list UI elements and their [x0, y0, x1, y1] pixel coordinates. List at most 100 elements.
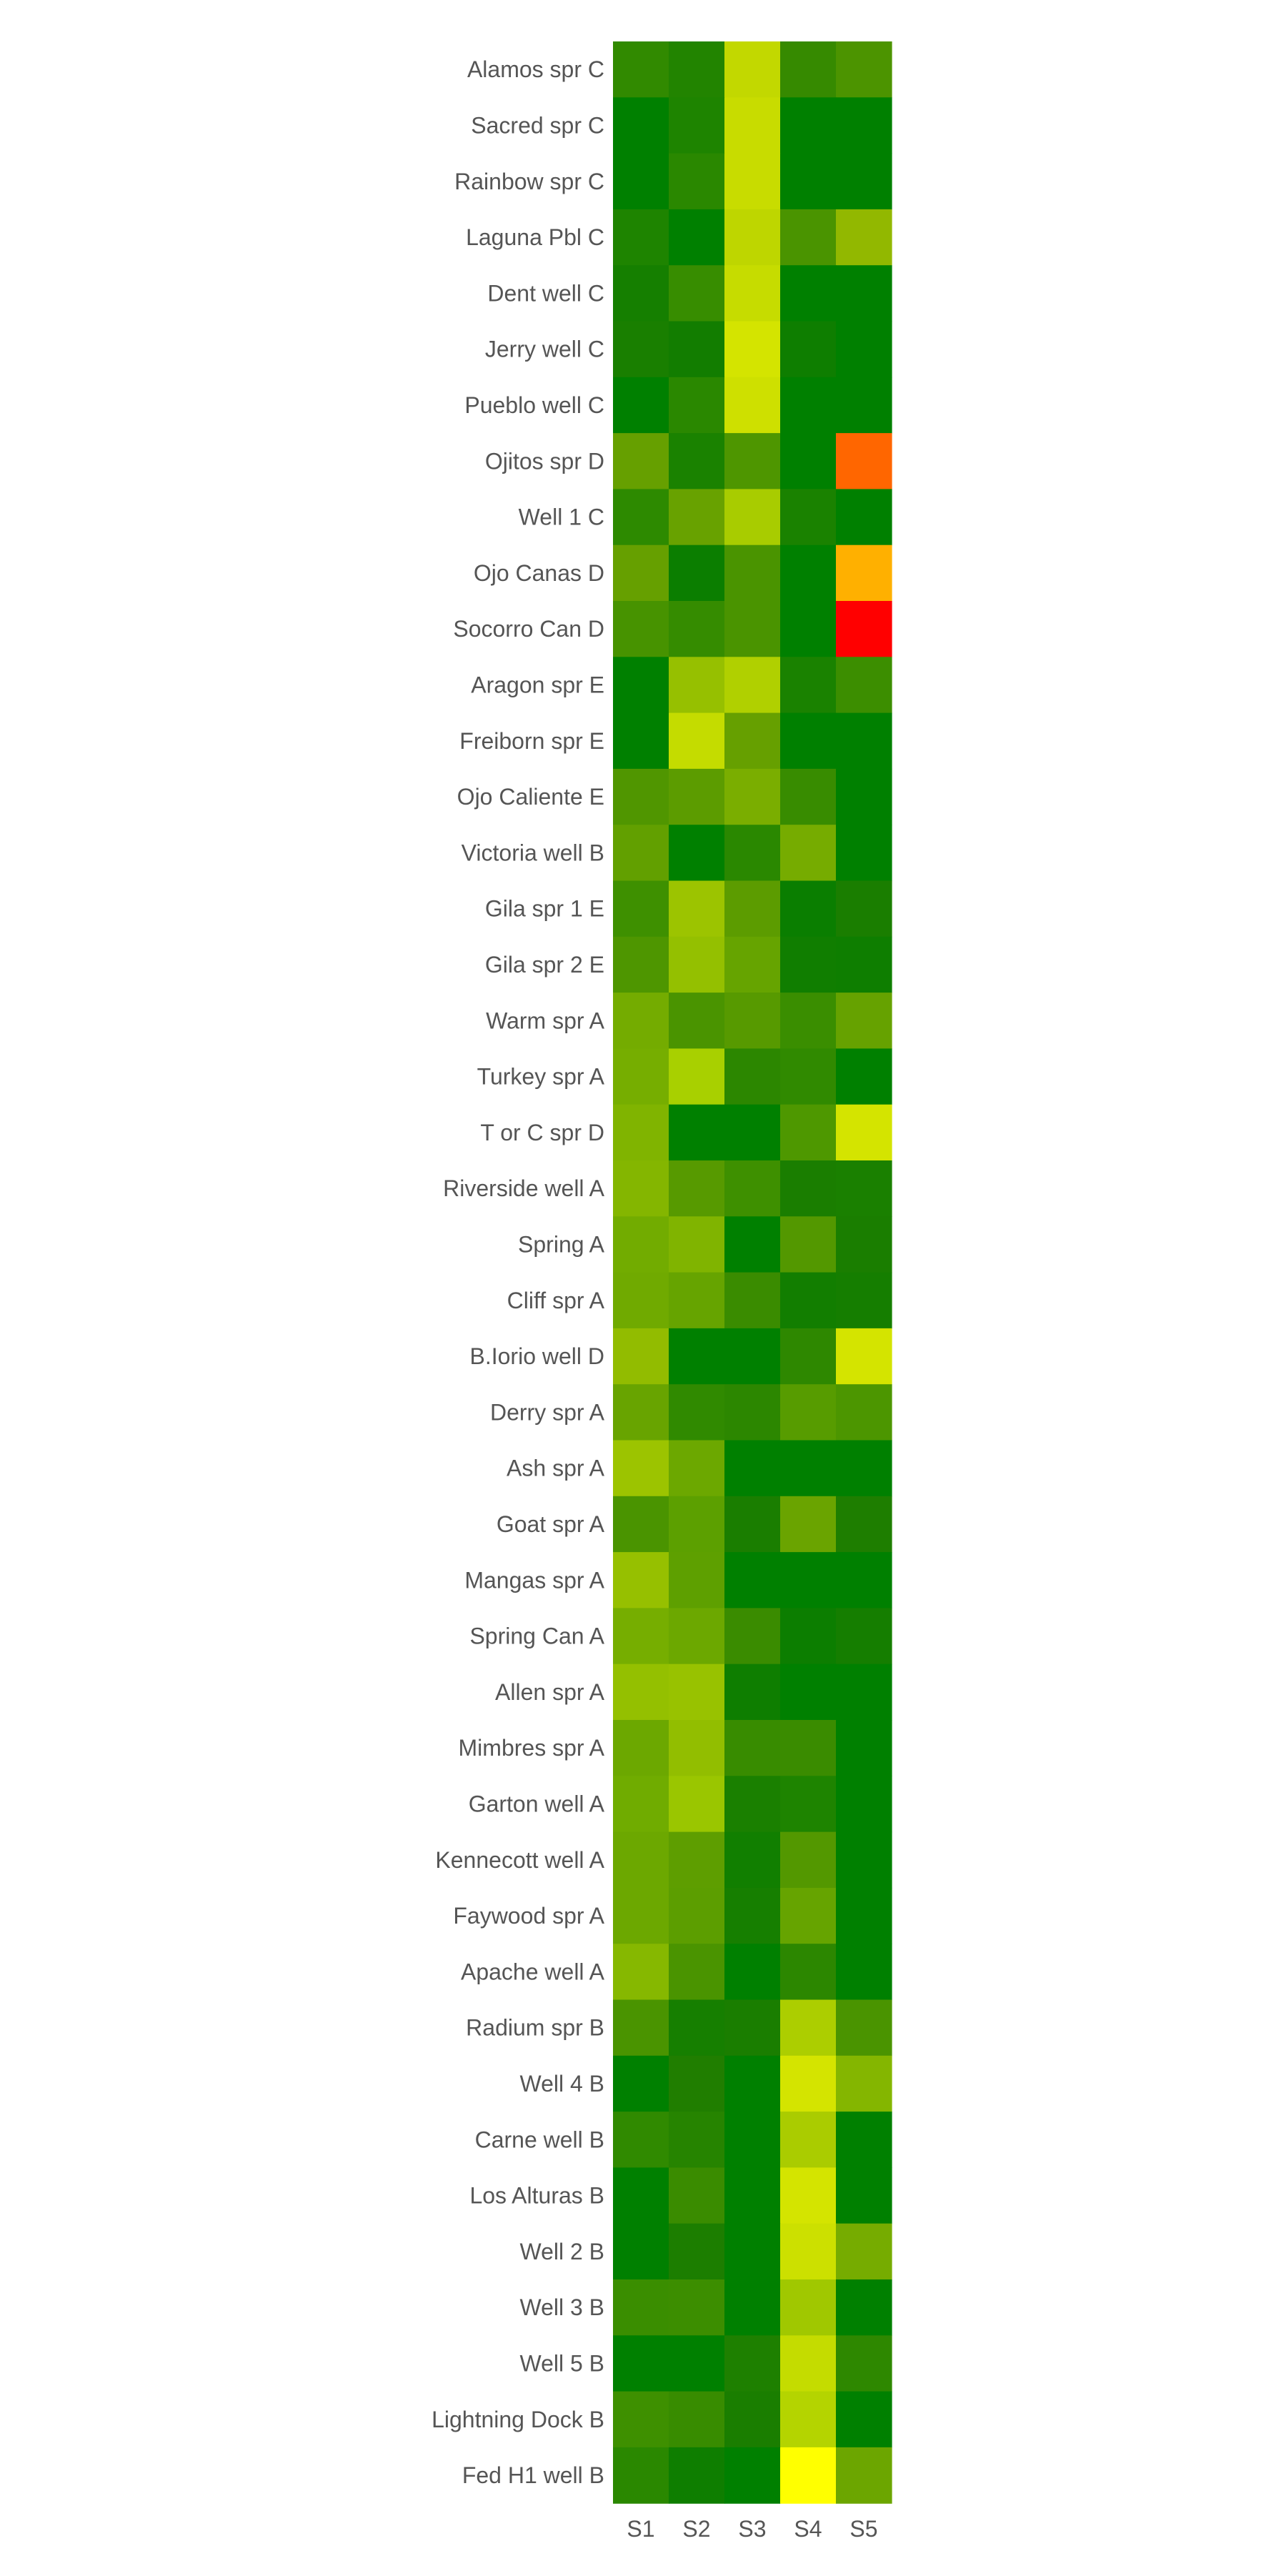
row-label: Ojitos spr D [485, 448, 604, 474]
heatmap-cell [724, 1216, 781, 1273]
heatmap-cell [836, 1944, 892, 2001]
heatmap-cell [836, 880, 892, 938]
heatmap-cell [613, 1048, 669, 1105]
heatmap-cell [724, 97, 781, 154]
heatmap-cell [836, 1664, 892, 1721]
heatmap-cell [724, 1944, 781, 2001]
heatmap-cell [780, 1328, 837, 1385]
heatmap-cell [836, 377, 892, 434]
row-label: Mangas spr A [464, 1567, 604, 1593]
heatmap-cell [669, 1440, 725, 1497]
heatmap-cell [669, 1272, 725, 1329]
heatmap-cell [780, 1440, 837, 1497]
row-label: Well 3 B [519, 2294, 604, 2320]
heatmap-cell [780, 1720, 837, 1776]
row-label: Aragon spr E [471, 672, 604, 697]
heatmap-cell [669, 2167, 725, 2224]
heatmap-cell [613, 2335, 669, 2392]
heatmap-cell [724, 1440, 781, 1497]
heatmap-cell [780, 1608, 837, 1665]
heatmap-cell [780, 825, 837, 882]
row-label: Derry spr A [490, 1399, 605, 1425]
row-label: Ojo Caliente E [457, 784, 604, 810]
heatmap-cell [669, 1160, 725, 1217]
row-label: Allen spr A [495, 1679, 605, 1705]
row-label: Freiborn spr E [459, 728, 604, 754]
heatmap-cell [724, 1887, 781, 1944]
heatmap-cell [836, 1272, 892, 1329]
heatmap-cell [613, 1552, 669, 1608]
heatmap-cell [613, 1887, 669, 1944]
heatmap-cell [780, 209, 837, 266]
heatmap-cell [836, 265, 892, 322]
heatmap-cell [780, 2447, 837, 2504]
heatmap-cell [724, 41, 781, 98]
heatmap-cell [836, 2335, 892, 2392]
heatmap-cell [836, 1887, 892, 1944]
heatmap-cell [724, 2391, 781, 2448]
heatmap-cell [780, 1999, 837, 2057]
heatmap-cell [724, 489, 781, 546]
heatmap-cell [613, 1944, 669, 2001]
heatmap-cell [836, 1216, 892, 1273]
row-label: Well 4 B [519, 2071, 604, 2097]
heatmap-cell [613, 1272, 669, 1329]
heatmap-cell [724, 1272, 781, 1329]
heatmap-cell [724, 544, 781, 602]
heatmap-cell [613, 1776, 669, 1833]
row-label: Well 2 B [519, 2239, 604, 2264]
heatmap-cell [724, 825, 781, 882]
heatmap-cell [669, 265, 725, 322]
row-label: Socorro Can D [453, 616, 604, 642]
heatmap-cell [724, 1104, 781, 1161]
heatmap-cell [669, 41, 725, 98]
heatmap-cell [836, 1552, 892, 1608]
heatmap-cell [669, 153, 725, 210]
heatmap-cell [669, 1944, 725, 2001]
heatmap-cell [780, 1831, 837, 1889]
heatmap-cell [780, 1384, 837, 1441]
heatmap-cell [669, 1496, 725, 1553]
heatmap-cell [836, 993, 892, 1049]
heatmap-cell [724, 1608, 781, 1665]
heatmap-cell [613, 321, 669, 378]
heatmap-cell [724, 993, 781, 1049]
heatmap-cell [724, 1776, 781, 1833]
row-label: Gila spr 2 E [485, 952, 604, 978]
heatmap-cell [836, 1384, 892, 1441]
row-label: Pueblo well C [464, 392, 604, 418]
row-label: Victoria well B [462, 840, 604, 865]
heatmap-cell [669, 1887, 725, 1944]
heatmap-cell [780, 2335, 837, 2392]
heatmap-cell [724, 1160, 781, 1217]
row-label: Lightning Dock B [432, 2407, 604, 2432]
heatmap-cell [724, 377, 781, 434]
heatmap-cell [613, 433, 669, 489]
heatmap-cell [780, 321, 837, 378]
heatmap-cell [669, 1999, 725, 2057]
heatmap-cell [613, 1496, 669, 1553]
heatmap-cell [780, 768, 837, 825]
heatmap-cell [724, 1328, 781, 1385]
heatmap-cell [613, 265, 669, 322]
heatmap-cell [613, 2112, 669, 2168]
heatmap-cell [613, 825, 669, 882]
heatmap-cell [613, 601, 669, 657]
heatmap-cell [669, 2223, 725, 2280]
column-label: S4 [794, 2516, 822, 2542]
heatmap-cell [669, 1384, 725, 1441]
heatmap-cell [724, 2447, 781, 2504]
heatmap-cell [724, 1664, 781, 1721]
heatmap-cell [836, 97, 892, 154]
heatmap-cell [780, 993, 837, 1049]
heatmap-cell [613, 1328, 669, 1385]
heatmap-cell [613, 1608, 669, 1665]
row-labels: Alamos spr C Sacred spr C Rainbow spr C Lag… [432, 56, 605, 2488]
heatmap-cell [669, 880, 725, 938]
heatmap-cell [836, 2055, 892, 2112]
row-label: Warm spr A [486, 1008, 605, 1033]
heatmap-cell [836, 2223, 892, 2280]
row-label: Kennecott well A [435, 1847, 604, 1873]
row-label: Mimbres spr A [459, 1735, 605, 1761]
heatmap-cell [669, 489, 725, 546]
